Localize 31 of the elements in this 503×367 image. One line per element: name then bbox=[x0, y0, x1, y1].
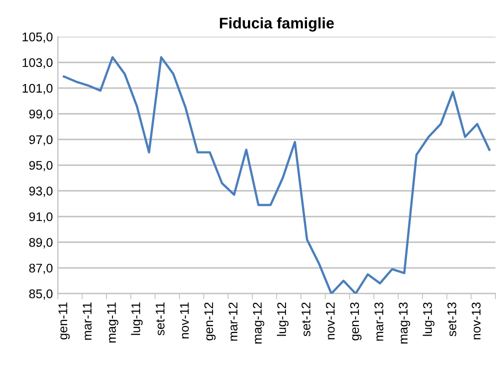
y-tick-label: 85,0 bbox=[29, 289, 52, 300]
x-tick-label: mar-11 bbox=[82, 302, 92, 340]
y-tick-label: 97,0 bbox=[29, 135, 52, 146]
x-tick-label: nov-11 bbox=[180, 302, 189, 338]
x-tick-label: lug-11 bbox=[131, 302, 143, 335]
y-tick-label: 101,0 bbox=[22, 84, 52, 94]
y-tick-label: 91,0 bbox=[29, 212, 52, 223]
x-tick-label: set-13 bbox=[447, 302, 456, 336]
line-series bbox=[62, 56, 490, 294]
y-tick-label: 93,0 bbox=[29, 186, 52, 197]
x-tick-label: mag-12 bbox=[252, 302, 264, 344]
x-tick-label: gen-11 bbox=[58, 302, 70, 340]
x-tick-label: lug-13 bbox=[422, 302, 434, 336]
x-tick-label: gen-13 bbox=[350, 302, 362, 340]
x-tick-label: set-12 bbox=[302, 302, 310, 336]
x-tick-label: nov-12 bbox=[326, 302, 335, 340]
chart-title: Fiducia famiglie bbox=[220, 17, 334, 32]
x-tick-label: nov-13 bbox=[472, 302, 481, 340]
y-tick-label: 95,0 bbox=[29, 160, 52, 172]
x-tick-label: gen-12 bbox=[204, 302, 216, 340]
x-tick-label: mag-11 bbox=[107, 302, 118, 343]
x-tick-label: lug-12 bbox=[276, 302, 289, 336]
y-tick-label: 87,0 bbox=[29, 264, 52, 274]
x-tick-label: set-11 bbox=[156, 302, 165, 336]
y-tick-label: 105,0 bbox=[22, 32, 52, 43]
y-tick-label: 99,0 bbox=[29, 110, 52, 120]
x-tick-label: mar-12 bbox=[228, 302, 238, 341]
y-tick-label: 103,0 bbox=[22, 58, 52, 69]
x-tick-label: mag-13 bbox=[398, 302, 410, 344]
y-tick-label: 89,0 bbox=[29, 238, 52, 248]
x-tick-label: mar-13 bbox=[374, 302, 384, 341]
